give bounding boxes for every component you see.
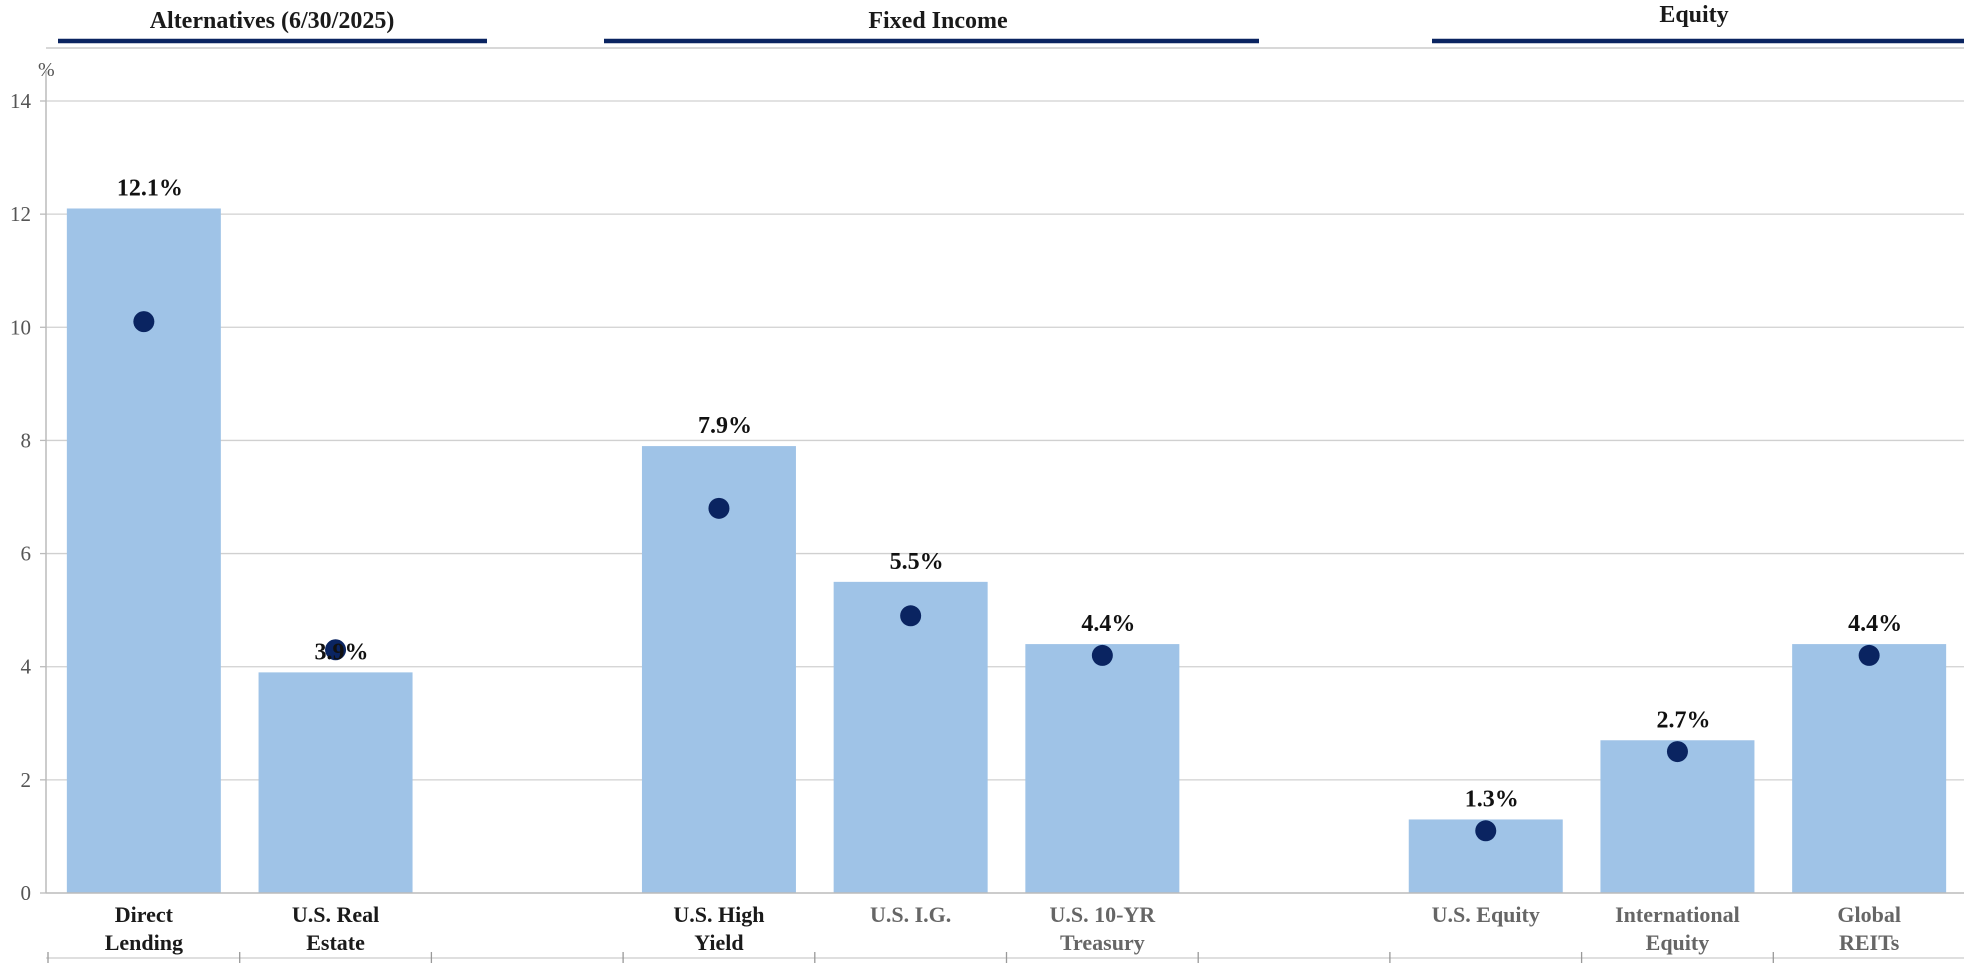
y-tick-label-4: 4 [21, 655, 32, 679]
y-tick-label-0: 0 [21, 881, 32, 905]
category-label-u-s-i-g: U.S. I.G. [870, 902, 951, 927]
data-label-u-s-i-g: 5.5% [890, 549, 944, 575]
data-label-direct-lending: 12.1% [117, 175, 183, 201]
category-label-line: Lending [105, 930, 183, 955]
category-label-line: U.S. High [673, 902, 764, 927]
dot-direct-lending [133, 311, 154, 332]
y-tick-label-12: 12 [10, 202, 31, 226]
data-label-global-reits: 4.4% [1848, 611, 1902, 637]
bar-u-s-i-g [834, 582, 988, 893]
category-label-line: U.S. I.G. [870, 902, 951, 927]
category-labels: Direct Lending U.S. Real Estate U.S. High Yie… [105, 902, 1901, 955]
y-tick-label-6: 6 [21, 542, 32, 566]
category-label-line: Estate [306, 930, 365, 955]
data-label-u-s-high-yield: 7.9% [698, 413, 752, 439]
y-tick-label-8: 8 [21, 428, 32, 452]
data-label-international-equity: 2.7% [1656, 707, 1710, 733]
category-label-line: U.S. 10-YR [1049, 902, 1156, 927]
bar-global-reits [1792, 644, 1946, 893]
category-label-international-equity: International Equity [1615, 902, 1740, 955]
data-label-u-s-equity: 1.3% [1465, 786, 1519, 812]
category-label-line: U.S. Equity [1432, 902, 1540, 927]
group-title-fixed-income: Fixed Income [868, 8, 1008, 34]
category-label-line: U.S. Real [292, 902, 379, 927]
category-label-u-s-equity: U.S. Equity [1432, 902, 1540, 927]
category-label-u-s-10-yr-treasury: U.S. 10-YR Treasury [1049, 902, 1156, 955]
y-tick-label-2: 2 [21, 768, 32, 792]
dot-u-s-i-g [900, 605, 921, 626]
category-label-global-reits: Global REITs [1837, 902, 1901, 955]
category-label-line: Equity [1646, 930, 1710, 955]
dot-u-s-equity [1475, 820, 1496, 841]
category-label-line: Global [1837, 902, 1901, 927]
category-label-line: Direct [115, 902, 174, 927]
y-axis-ticks: 0 2 4 6 8 10 12 14 [10, 89, 46, 905]
dot-international-equity [1667, 741, 1688, 762]
bar-international-equity [1600, 740, 1754, 893]
data-label-u-s-real-estate: 3.9% [315, 639, 369, 665]
bars [67, 208, 1946, 893]
category-label-direct-lending: Direct Lending [105, 902, 183, 955]
category-label-u-s-high-yield: U.S. High Yield [673, 902, 764, 955]
group-title-equity: Equity [1659, 2, 1728, 28]
group-title-alternatives-6-30-2025: Alternatives (6/30/2025) [150, 8, 395, 34]
dot-u-s-high-yield [708, 498, 729, 519]
bar-u-s-real-estate [259, 672, 413, 893]
y-tick-label-10: 10 [10, 315, 31, 339]
category-label-line: REITs [1839, 930, 1900, 955]
category-label-line: Yield [694, 930, 743, 955]
bar-u-s-10-yr-treasury [1025, 644, 1179, 893]
category-label-line: Treasury [1060, 930, 1145, 955]
category-label-u-s-real-estate: U.S. Real Estate [292, 902, 379, 955]
y-tick-label-14: 14 [10, 89, 32, 113]
dot-u-s-10-yr-treasury [1092, 645, 1113, 666]
data-label-u-s-10-yr-treasury: 4.4% [1081, 611, 1135, 637]
group-headers: Alternatives (6/30/2025) Fixed Income Equi… [58, 2, 1964, 41]
dot-global-reits [1859, 645, 1880, 666]
category-label-line: International [1615, 902, 1740, 927]
